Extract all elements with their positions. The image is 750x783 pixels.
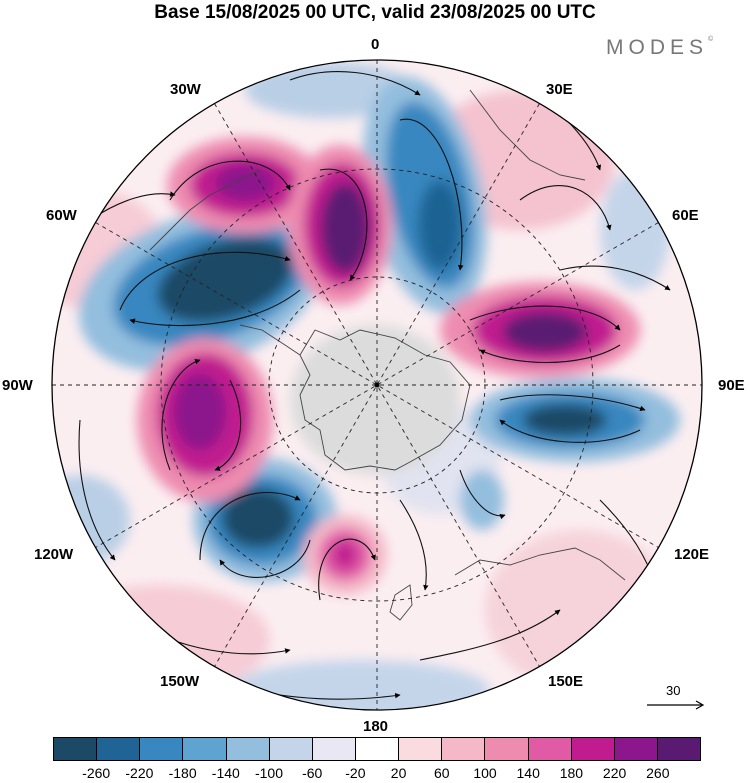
streamline [219,539,311,578]
streamline [479,344,621,363]
colorbar-tick-label: 20 [390,765,407,781]
colorbar-tick-label: -60 [302,765,323,781]
streamline [469,305,621,331]
streamline [319,168,368,281]
colorbar-tick-label: 140 [516,765,540,781]
colorbar-tick-label: -260 [82,765,111,781]
lon-label-150e: 150E [548,673,584,690]
streamline [119,251,291,311]
lon-label-60e: 60E [672,207,699,224]
colorbar-bin-14 [657,738,701,760]
colorbar-bin-6 [312,738,356,760]
antarctica-coast [299,329,471,471]
antarctica-land [290,325,460,475]
chart-title: Base 15/08/2025 00 UTC, valid 23/08/2025… [154,2,596,23]
anomaly-neg-e-small [460,470,504,530]
streamline [214,379,242,471]
colorbar-bin-1 [97,738,141,760]
anomaly-pos-c-core [503,312,587,352]
colorbar-tick-label: -220 [125,765,154,781]
modes-logo: MODES© [606,36,713,60]
streamline [499,419,641,443]
colorbar-bin-0 [54,738,98,760]
lon-label-30e: 30E [546,81,573,98]
streamline [129,289,301,327]
lon-label-90w: 90W [2,377,33,394]
anomaly-pos-d-core [174,374,226,450]
anomaly-neg-d-core [222,488,294,548]
brand-mark: © [708,36,714,43]
streamline [199,491,301,561]
colorbar-tick-label: 60 [434,765,450,781]
anomaly-pos-a-core [215,165,275,201]
colorbar-bin-8 [399,738,443,760]
colorbar-tick-label: 100 [473,765,497,781]
coastlines [149,89,626,621]
colorbar-tick-label: -20 [345,765,366,781]
streamline [459,469,506,520]
colorbar-tick-label: 180 [559,765,584,781]
streamline [161,358,201,471]
colorbar-bin-9 [442,738,486,760]
anomaly-neg-c-core [523,404,607,436]
pole-marker [374,382,380,388]
lon-label-150w: 150W [160,673,200,690]
streamline [419,609,561,661]
anomaly-neg-top [245,62,415,118]
streamline [289,71,421,96]
lon-label-120e: 120E [674,546,710,563]
colorbar-tick-label: 220 [602,765,627,781]
colorbar [53,737,701,761]
streamline [78,419,116,561]
antarctic-peninsula [239,324,301,356]
map-border [51,59,703,711]
colorbar-bin-4 [226,738,270,760]
lon-label-90e: 90E [718,377,745,394]
colorbar-tick-label: -100 [254,765,284,781]
streamline [559,265,671,291]
streamline [519,185,612,231]
streamline [399,499,429,591]
brand-text: MODES [606,36,709,59]
anomaly-neg-b-core [418,180,462,270]
colorbar-tick-label: -140 [211,765,240,781]
colorbar-tick-label: -180 [168,765,197,781]
colorbar-bin-10 [485,738,529,760]
lon-label-30w: 30W [170,81,201,98]
lon-label-0: 0 [371,36,380,53]
lon-label-180: 180 [363,718,389,735]
colorbar-bin-5 [269,738,313,760]
reference-vector-arrow [647,700,705,710]
lon-label-120w: 120W [34,546,74,563]
anomaly-pos-e-core [333,541,357,569]
anomaly-pos-se [485,530,675,690]
colorbar-bin-13 [614,738,658,760]
streamline [169,160,291,201]
streamline [499,394,646,412]
reference-vector-label: 30 [666,683,681,698]
anomaly-field [52,60,702,710]
lon-label-60w: 60W [46,207,77,224]
anomaly-pos-b-core [321,183,369,273]
graticule [52,60,702,710]
australia-coast [454,547,626,581]
streamline [318,538,376,601]
new-zealand-coast [389,584,413,621]
colorbar-bin-12 [571,738,615,760]
africa-coast [469,89,586,181]
anomaly-neg-a-core [157,237,293,323]
streamline [399,118,464,271]
colorbar-bin-11 [528,738,572,760]
colorbar-bin-3 [183,738,227,760]
colorbar-bin-2 [140,738,184,760]
anomaly-neg-bottom [230,660,490,710]
colorbar-tick-label: 260 [646,765,670,781]
south-america-coast [149,169,261,251]
colorbar-bin-7 [355,738,400,760]
